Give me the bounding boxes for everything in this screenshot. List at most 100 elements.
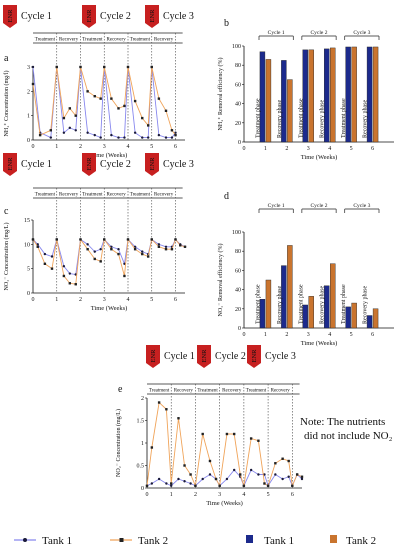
data-point-tank2: [257, 439, 260, 442]
phase-label-rotated: Treatment phase: [341, 98, 347, 138]
cycle-label-1: Cycle 1: [268, 203, 285, 209]
figure-panels: Treatment Recovery Treatment Recovery Treatm…: [3, 5, 394, 507]
series-line-2: [32, 66, 176, 136]
x-tick-label: 6: [174, 144, 177, 150]
y-tick-label: 80: [235, 63, 241, 69]
bar-tank2: [330, 47, 336, 143]
cycle-label-1: Cycle 1: [21, 11, 52, 22]
data-point-tank1: [31, 65, 35, 69]
enr-flag-shape: [197, 345, 211, 368]
note-line-1: Note: The nutrients: [300, 416, 385, 428]
data-point-tank2: [194, 484, 197, 487]
data-point-tank2: [165, 408, 168, 411]
x-tick-label: 6: [291, 492, 294, 498]
x-axis-label: Time (Weeks): [301, 154, 338, 161]
data-point-tank1: [150, 482, 154, 485]
bar-tank1: [281, 265, 287, 329]
y-tick-label: 2: [141, 396, 144, 402]
data-point-tank2: [146, 255, 150, 258]
x-tick-label: 3: [307, 146, 310, 152]
panel-letter-b: b: [224, 18, 229, 29]
bar-tank1: [324, 48, 330, 143]
phase-label-rotated: Treatment phase: [255, 284, 261, 324]
x-tick-label: 3: [103, 297, 106, 303]
bar-tank2: [351, 46, 357, 143]
enr-label: ENR: [7, 157, 14, 171]
phase-label-rotated: Recovery phase: [363, 100, 369, 138]
data-point-tank2: [208, 459, 212, 463]
y-tick-label: 20: [235, 307, 241, 313]
y-axis-label: NO₂⁻ Concentration (mg/L): [115, 409, 122, 477]
data-point-tank1: [68, 126, 72, 130]
data-point-tank2: [232, 432, 236, 436]
data-point-tank2: [164, 248, 168, 251]
data-point-tank2: [170, 482, 173, 485]
phase-label-rotated: Treatment phase: [255, 98, 261, 138]
data-point-tank1: [225, 477, 229, 481]
data-point-tank2: [117, 107, 120, 110]
data-point-tank2: [225, 432, 229, 436]
phase-label-rotated: Treatment phase: [298, 98, 304, 138]
data-point-tank1: [157, 243, 161, 246]
data-point-tank2: [150, 238, 153, 241]
bar-tank2: [265, 59, 272, 143]
y-tick-label: 0: [238, 326, 241, 332]
data-point-tank1: [62, 131, 66, 134]
series-line-2: [146, 401, 303, 488]
enr-flag-shape: [145, 5, 159, 28]
phase-label: Recovery: [107, 38, 127, 43]
data-point-tank2: [93, 95, 96, 98]
x-tick-label: 2: [194, 492, 197, 498]
enr-flag-1: ENR: [3, 5, 17, 28]
enr-flag-shape: [3, 5, 17, 28]
x-tick-label: 0: [146, 492, 149, 498]
data-point-tank2: [103, 238, 106, 241]
data-point-tank2: [177, 417, 180, 420]
data-point-tank2: [281, 457, 284, 460]
data-point-tank2: [50, 267, 54, 270]
data-point-tank2: [74, 114, 77, 117]
legend-tank2-line-label: Tank 2: [138, 535, 168, 547]
data-point-tank2: [86, 248, 89, 251]
data-point-tank1: [93, 133, 96, 137]
y-tick-label: 60: [235, 268, 241, 274]
data-point-tank2: [123, 104, 126, 108]
cycle-label-3: Cycle 3: [265, 351, 296, 362]
data-point-tank2: [170, 129, 174, 132]
x-tick-label: 2: [285, 146, 288, 152]
x-tick-label: 3: [103, 144, 106, 150]
x-tick-label: 3: [218, 492, 221, 498]
data-point-tank2: [263, 482, 266, 485]
data-point-tank1: [232, 468, 236, 472]
cycle-label-1: Cycle 1: [21, 159, 52, 170]
enr-label: ENR: [86, 9, 93, 23]
data-point-tank2: [36, 245, 39, 248]
data-point-tank1: [157, 477, 161, 481]
legend-tank1-line-label: Tank 1: [42, 535, 72, 547]
data-point-tank2: [157, 97, 161, 100]
x-tick-label: 3: [307, 332, 310, 338]
enr-flag-3: ENR: [145, 5, 159, 28]
x-tick-label: 1: [264, 146, 267, 152]
series-line-2: [32, 238, 186, 285]
cycle-label-1: Cycle 1: [164, 351, 195, 362]
cycle-label-2: Cycle 2: [100, 11, 131, 22]
y-tick-label: 1: [141, 441, 144, 447]
phase-label: Recovery: [107, 193, 127, 198]
bar-tank1: [324, 285, 330, 329]
data-point-tank2: [68, 107, 72, 110]
enr-label: ENR: [149, 9, 156, 23]
x-tick-label: 5: [150, 297, 153, 303]
data-point-tank1: [74, 129, 77, 132]
cycle-label-2: Cycle 2: [311, 203, 328, 209]
y-tick-label: 100: [232, 230, 241, 236]
data-point-tank1: [183, 480, 186, 483]
x-tick-label: 4: [127, 144, 130, 150]
enr-flag-shape: [247, 345, 261, 368]
data-point-tank2: [117, 252, 120, 256]
data-point-tank2: [99, 260, 102, 263]
panel-d: d Cycle 1 Cycle 2 Cycle 3 0 20 40 60 80 100 0 1 2 3 4 5…: [217, 191, 394, 347]
data-point-tank2: [242, 484, 246, 487]
phase-label: Recovery: [154, 38, 174, 43]
data-point-tank2: [274, 462, 277, 465]
